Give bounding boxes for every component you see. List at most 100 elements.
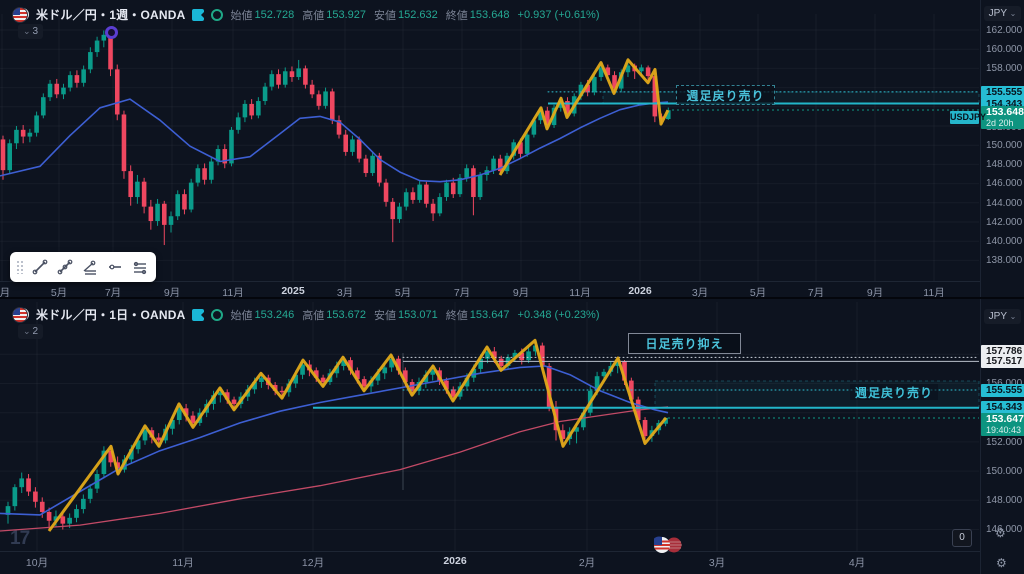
time-label: 3月: [691, 287, 709, 299]
price-scale-settings-gear-icon[interactable]: ⚙: [995, 526, 1006, 540]
time-label: 3月: [336, 287, 354, 299]
time-label: 12月: [301, 557, 325, 569]
market-status-icon[interactable]: [211, 308, 224, 321]
level-zone[interactable]: [602, 91, 980, 104]
price-tick: 157.517: [981, 354, 1024, 368]
bar-countdown: 2d 20h: [986, 117, 1014, 128]
time-label: 4月: [848, 557, 866, 569]
change-value: +0.937 (+0.61%): [517, 8, 600, 21]
price-tick: 138.000: [986, 254, 1023, 266]
chart-annotation[interactable]: 週足戻り売り: [676, 85, 775, 105]
usdjpy-flag-icon: [12, 306, 29, 323]
bottom-symbol-title[interactable]: 米ドル／円・1日・OANDA: [36, 308, 186, 322]
bottom-time-axis[interactable]: 10月 11月 12月 2026 2月 3月 4月: [0, 551, 980, 574]
drag-handle-icon[interactable]: [16, 260, 24, 274]
top-time-axis[interactable]: 3月 5月 7月 9月 11月 2025 3月 5月 7月 9月 11月 2026 3月 5月 7月 9月 11…: [0, 281, 1005, 299]
usdjpy-flag-icon: [12, 6, 29, 23]
time-label: 11月: [569, 287, 591, 299]
currency-button[interactable]: JPY ⌄: [984, 6, 1021, 21]
time-label: 11月: [222, 287, 244, 299]
low-value: 152.632: [398, 8, 438, 21]
high-value: 153.672: [326, 308, 367, 321]
time-label: 9月: [866, 287, 884, 299]
current-price-box: 153.647 19:40:43: [981, 412, 1024, 436]
price-tick: 162.000: [986, 24, 1023, 36]
chart-annotation[interactable]: 日足売り抑え: [628, 333, 741, 354]
time-label: 2025: [281, 285, 305, 297]
time-label: 7月: [807, 287, 825, 299]
price-tick: 142.000: [986, 216, 1023, 228]
trend-line-icon[interactable]: [28, 256, 51, 278]
time-label: 11月: [172, 557, 194, 569]
price-tick: 146.000: [986, 523, 1023, 535]
price-tick: 160.000: [986, 43, 1023, 55]
price-tick: 152.000: [986, 436, 1023, 448]
high-value: 153.927: [326, 8, 367, 21]
ma-line-fast-ma[interactable]: [0, 365, 669, 516]
time-label: 5月: [749, 287, 767, 299]
bar-countdown: 19:40:43: [986, 424, 1022, 435]
change-value: +0.348 (+0.23%): [517, 308, 600, 321]
price-tick: 150.000: [986, 465, 1023, 477]
price-tick: 158.000: [986, 62, 1023, 74]
close-value: 153.648: [469, 8, 510, 21]
price-tick: 140.000: [986, 235, 1023, 247]
market-status-icon[interactable]: [211, 8, 224, 21]
bottom-indicator-count-chip[interactable]: ⌄ 2: [18, 324, 44, 339]
parallel-channel-icon[interactable]: [128, 256, 151, 278]
top-symbol-title[interactable]: 米ドル／円・1週・OANDA: [36, 8, 186, 22]
open-value: 153.246: [254, 308, 295, 321]
time-label: 5月: [50, 287, 68, 299]
trend-angle-icon[interactable]: [53, 256, 76, 278]
chart-annotation[interactable]: 週足戻り売り: [850, 384, 938, 400]
bottom-ohlc-values: 始値 153.246 高値 153.672 安値 153.071 終値 153.647 …: [230, 308, 600, 322]
price-tick: 155.555: [981, 85, 1024, 99]
price-tick: 150.000: [986, 139, 1023, 151]
time-label: 9月: [163, 287, 181, 299]
top-indicator-count-chip[interactable]: ⌄ 3: [18, 24, 44, 39]
price-tick: 146.000: [986, 177, 1023, 189]
time-label: 2026: [628, 285, 652, 297]
bottom-pane-header: 米ドル／円・1日・OANDA 始値 153.246 高値 153.672 安値 153…: [12, 306, 600, 323]
pitchfork-icon[interactable]: [78, 256, 101, 278]
currency-button[interactable]: JPY ⌄: [984, 309, 1021, 324]
pane-1週: [0, 14, 994, 281]
indicator-icon[interactable]: [105, 26, 118, 39]
top-ohlc-values: 始値 152.728 高値 153.927 安値 152.632 終値 153.648 …: [230, 8, 600, 22]
pane-1日: [0, 302, 980, 551]
price-tick: 148.000: [986, 158, 1023, 170]
time-axis-settings-gear-icon[interactable]: ⚙: [996, 556, 1007, 570]
ma-line-wma[interactable]: [0, 98, 669, 183]
time-label: 10月: [25, 557, 49, 569]
price-tick: 144.000: [986, 197, 1023, 209]
currency-label: JPY: [988, 8, 1007, 19]
time-label: 7月: [453, 287, 471, 299]
open-value: 152.728: [254, 8, 295, 21]
price-tick: 155.555: [981, 383, 1024, 397]
time-label: 9月: [512, 287, 530, 299]
ma-line-slow-ma[interactable]: [0, 406, 669, 532]
pane-divider[interactable]: [0, 297, 1024, 299]
current-price-label: 153.648: [986, 105, 1024, 118]
current-price-box: 153.648 2d 20h: [981, 105, 1024, 129]
oanda-logo-icon: [192, 308, 205, 321]
drawing-toolbar[interactable]: [10, 252, 156, 282]
candles-layer: [0, 30, 671, 246]
price-scale[interactable]: JPY ⌄JPY ⌄162.000160.000158.000152.00015…: [980, 0, 1024, 574]
time-label: 11月: [923, 287, 945, 299]
candles-layer: [5, 340, 668, 531]
horizontal-line-icon[interactable]: [103, 256, 126, 278]
close-value: 153.647: [469, 308, 510, 321]
time-label: 5月: [394, 287, 412, 299]
economic-event-flags-icon[interactable]: [652, 536, 686, 554]
zigzag-line[interactable]: [47, 338, 668, 532]
tradingview-watermark: 17: [10, 528, 30, 549]
time-label: 2026: [443, 555, 467, 567]
oanda-logo-icon: [192, 8, 205, 21]
zigzag-line[interactable]: [498, 58, 670, 176]
price-tick: 148.000: [986, 494, 1023, 506]
price-tick: 157.786: [981, 344, 1024, 358]
zero-badge[interactable]: 0: [952, 529, 972, 547]
current-price-label: 153.647: [986, 412, 1024, 425]
